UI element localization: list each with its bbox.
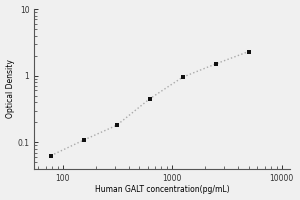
X-axis label: Human GALT concentration(pg/mL): Human GALT concentration(pg/mL) — [95, 185, 230, 194]
Y-axis label: Optical Density: Optical Density — [6, 59, 15, 118]
